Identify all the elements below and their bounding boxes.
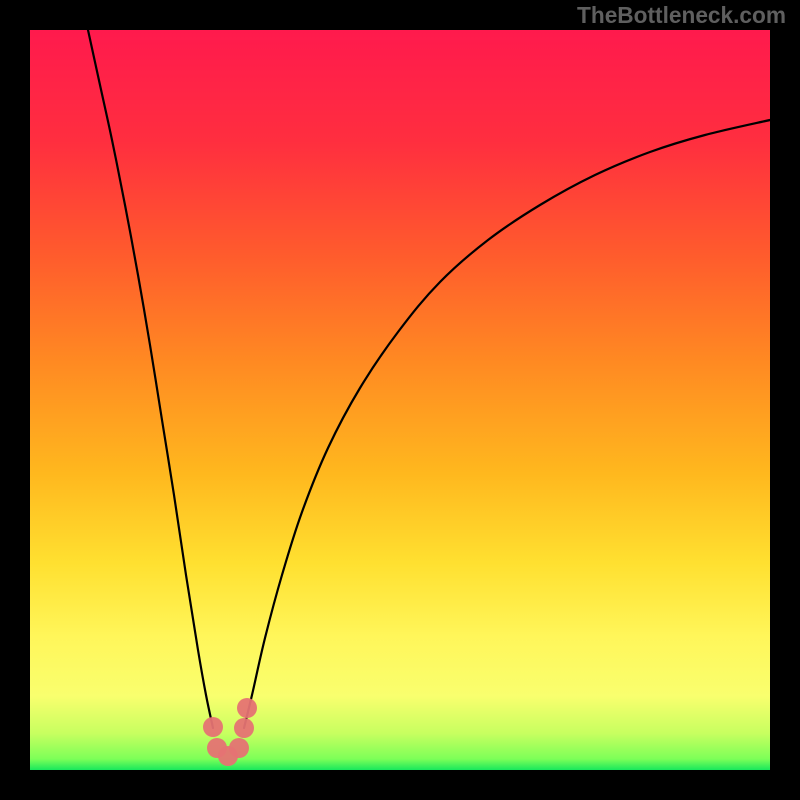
chart-frame: TheBottleneck.com <box>0 0 800 800</box>
curve-left <box>88 30 213 728</box>
marker-dot <box>234 718 254 738</box>
curve-layer <box>30 30 770 770</box>
marker-dot <box>237 698 257 718</box>
watermark-text: TheBottleneck.com <box>577 2 786 29</box>
curve-right <box>244 120 770 728</box>
marker-cluster <box>203 698 257 766</box>
marker-dot <box>229 738 249 758</box>
marker-dot <box>203 717 223 737</box>
